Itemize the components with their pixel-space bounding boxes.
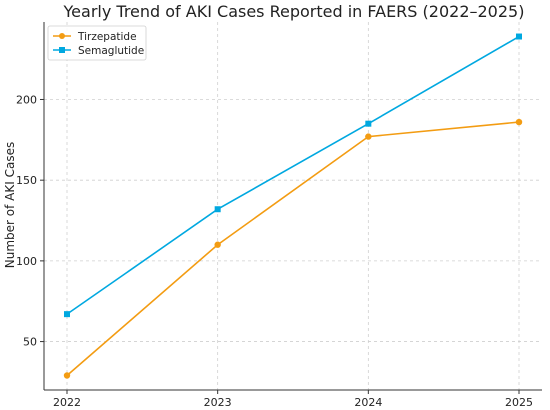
legend: Tirzepatide Semaglutide — [47, 25, 147, 61]
grid — [44, 22, 542, 390]
tirzepatide-point — [214, 241, 221, 248]
semaglutide-point — [516, 33, 522, 40]
legend-box — [47, 25, 147, 61]
chart-title: Yearly Trend of AKI Cases Reported in FA… — [63, 2, 525, 21]
semaglutide-line — [66, 35, 520, 315]
y-axis-label: Number of AKI Cases — [3, 142, 17, 268]
y-tick-label: 100 — [16, 255, 37, 268]
semaglutide-point — [64, 311, 70, 318]
series — [63, 33, 523, 379]
y-tick-label: 150 — [16, 174, 37, 187]
semaglutide-point — [214, 206, 221, 213]
tirzepatide-line — [66, 121, 520, 377]
legend-label-tirzepatide: Tirzepatide — [77, 31, 137, 43]
tirzepatide-point — [63, 372, 71, 379]
x-tick-label: 2022 — [53, 396, 81, 409]
x-tick-label: 2023 — [204, 396, 232, 409]
tirzepatide-point — [515, 118, 523, 126]
tirzepatide-point — [365, 133, 372, 140]
x-tick-label: 2025 — [505, 396, 533, 409]
tirzepatide-legend-marker — [59, 33, 65, 39]
semaglutide-point — [365, 120, 372, 127]
axes: 2022 2023 2024 2025 50 100 150 200 — [16, 22, 542, 409]
x-tick-label: 2024 — [354, 396, 382, 409]
y-tick-label: 50 — [23, 336, 37, 349]
semaglutide-legend-marker — [59, 47, 65, 53]
y-tick-label: 200 — [16, 93, 37, 106]
legend-label-semaglutide: Semaglutide — [78, 45, 144, 57]
